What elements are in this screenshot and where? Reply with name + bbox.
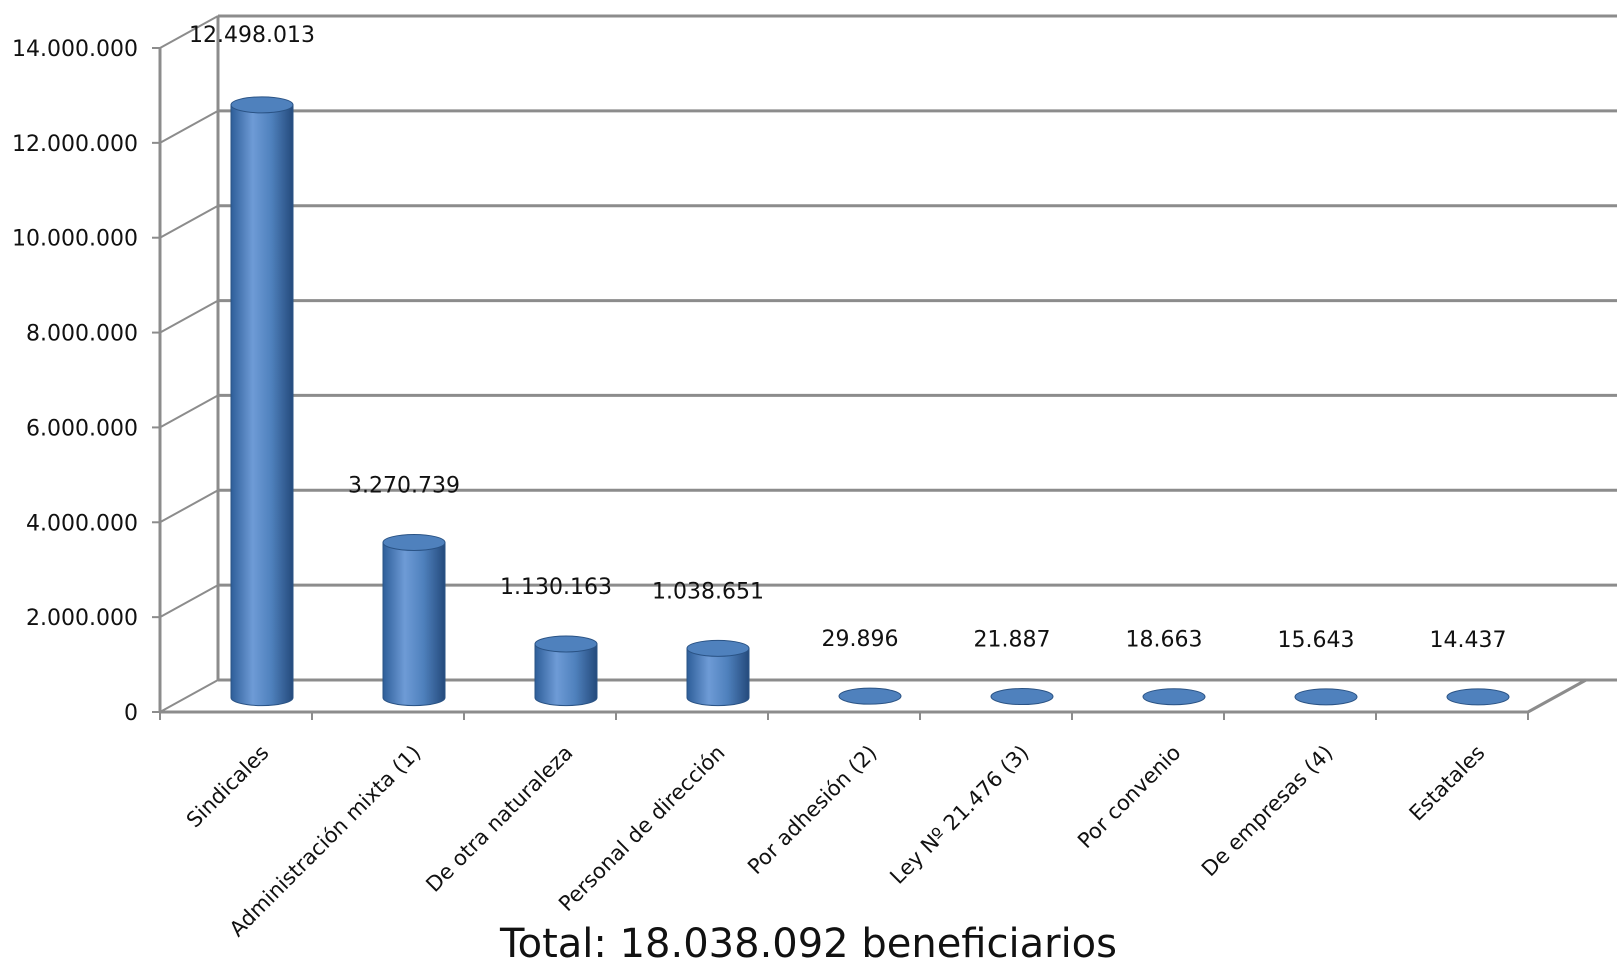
data-label: 1.130.163: [500, 575, 612, 600]
y-tick-label: 8.000.000: [26, 322, 138, 347]
x-tick-label: De otra naturaleza: [421, 741, 577, 897]
bar: [990, 688, 1054, 706]
gridlines: [159, 14, 1617, 713]
bar-body: [230, 104, 294, 707]
bar-body: [686, 647, 750, 707]
data-label: 18.663: [1126, 628, 1203, 653]
bar: [838, 687, 902, 705]
x-tick-label: Estatales: [1405, 741, 1490, 826]
gridline-side: [159, 15, 219, 49]
gridline-side: [159, 489, 219, 524]
data-label: 21.887: [974, 628, 1051, 653]
y-tick-label: 10.000.000: [12, 227, 138, 252]
y-tick-label: 6.000.000: [26, 416, 138, 441]
bar-cap: [534, 635, 598, 653]
data-labels: 12.498.013 3.270.739 1.130.163 1.038.651 29.…: [189, 23, 1506, 653]
gridline-side: [159, 394, 219, 429]
bar-cap: [1142, 688, 1206, 706]
y-axis-tick-labels: 0 2.000.000 4.000.000 6.000.000 8.000.000 10.…: [12, 37, 138, 726]
bar: [230, 96, 294, 707]
floor-edge: [1527, 678, 1587, 714]
bar-cap: [1446, 688, 1510, 706]
x-tick-label: Sindicales: [182, 741, 274, 833]
y-tick-label: 0: [124, 701, 138, 726]
bar-cap: [382, 533, 446, 551]
bar: [1294, 688, 1358, 706]
bar-body: [382, 541, 446, 707]
data-label: 15.643: [1278, 628, 1355, 653]
bar-cap: [838, 687, 902, 705]
gridline-side: [159, 299, 219, 334]
data-label: 14.437: [1430, 628, 1507, 653]
x-tick-label: Por adhesión (2): [743, 741, 881, 879]
data-label: 29.896: [822, 627, 899, 652]
bar-cap: [230, 96, 294, 114]
y-tick-label: 2.000.000: [26, 606, 138, 631]
bars: [230, 96, 1510, 707]
y-tick-label: 14.000.000: [12, 37, 138, 62]
x-tick-label: Ley Nº 21.476 (3): [885, 741, 1033, 889]
bar: [534, 635, 598, 707]
data-label: 3.270.739: [348, 473, 460, 498]
gridline-side: [159, 584, 219, 619]
gridline-side: [159, 679, 219, 713]
y-tick-label: 4.000.000: [26, 511, 138, 536]
total-caption: Total: 18.038.092 beneficiarios: [500, 921, 1117, 967]
bar-body: [534, 643, 598, 707]
data-label: 1.038.651: [652, 579, 764, 604]
bar: [686, 639, 750, 707]
bar-cap: [686, 639, 750, 657]
data-label: 12.498.013: [189, 23, 315, 48]
gridline-side: [159, 109, 219, 144]
x-tick-label: Por convenio: [1073, 741, 1186, 854]
gridline-side: [159, 204, 219, 239]
axes: [152, 16, 1587, 720]
bar: [1446, 688, 1510, 706]
x-tick-label: De empresas (4): [1197, 741, 1338, 882]
y-tick-label: 12.000.000: [12, 132, 138, 157]
bar-cap: [990, 688, 1054, 706]
x-tick-label: Personal de dirección: [554, 741, 730, 917]
bar-cap: [1294, 688, 1358, 706]
bar: [1142, 688, 1206, 706]
bar: [382, 533, 446, 707]
